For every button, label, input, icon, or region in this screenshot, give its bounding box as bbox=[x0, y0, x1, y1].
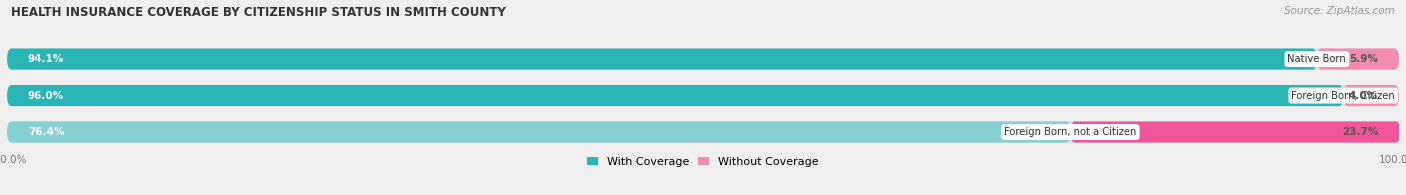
Text: 5.9%: 5.9% bbox=[1350, 54, 1378, 64]
FancyBboxPatch shape bbox=[7, 49, 1317, 70]
Text: HEALTH INSURANCE COVERAGE BY CITIZENSHIP STATUS IN SMITH COUNTY: HEALTH INSURANCE COVERAGE BY CITIZENSHIP… bbox=[11, 6, 506, 19]
FancyBboxPatch shape bbox=[1070, 121, 1400, 143]
FancyBboxPatch shape bbox=[7, 49, 1399, 70]
FancyBboxPatch shape bbox=[1343, 85, 1399, 106]
Text: 76.4%: 76.4% bbox=[28, 127, 65, 137]
Text: Native Born: Native Born bbox=[1288, 54, 1346, 64]
FancyBboxPatch shape bbox=[7, 85, 1343, 106]
Text: Foreign Born, Citizen: Foreign Born, Citizen bbox=[1292, 90, 1395, 101]
Legend: With Coverage, Without Coverage: With Coverage, Without Coverage bbox=[588, 157, 818, 167]
FancyBboxPatch shape bbox=[7, 85, 1399, 106]
FancyBboxPatch shape bbox=[7, 121, 1399, 143]
Text: Foreign Born, not a Citizen: Foreign Born, not a Citizen bbox=[1004, 127, 1136, 137]
Text: 4.0%: 4.0% bbox=[1348, 90, 1378, 101]
Text: 23.7%: 23.7% bbox=[1341, 127, 1378, 137]
Text: Source: ZipAtlas.com: Source: ZipAtlas.com bbox=[1284, 6, 1395, 16]
FancyBboxPatch shape bbox=[1317, 49, 1399, 70]
Text: 96.0%: 96.0% bbox=[28, 90, 65, 101]
FancyBboxPatch shape bbox=[7, 121, 1070, 143]
Text: 94.1%: 94.1% bbox=[28, 54, 65, 64]
